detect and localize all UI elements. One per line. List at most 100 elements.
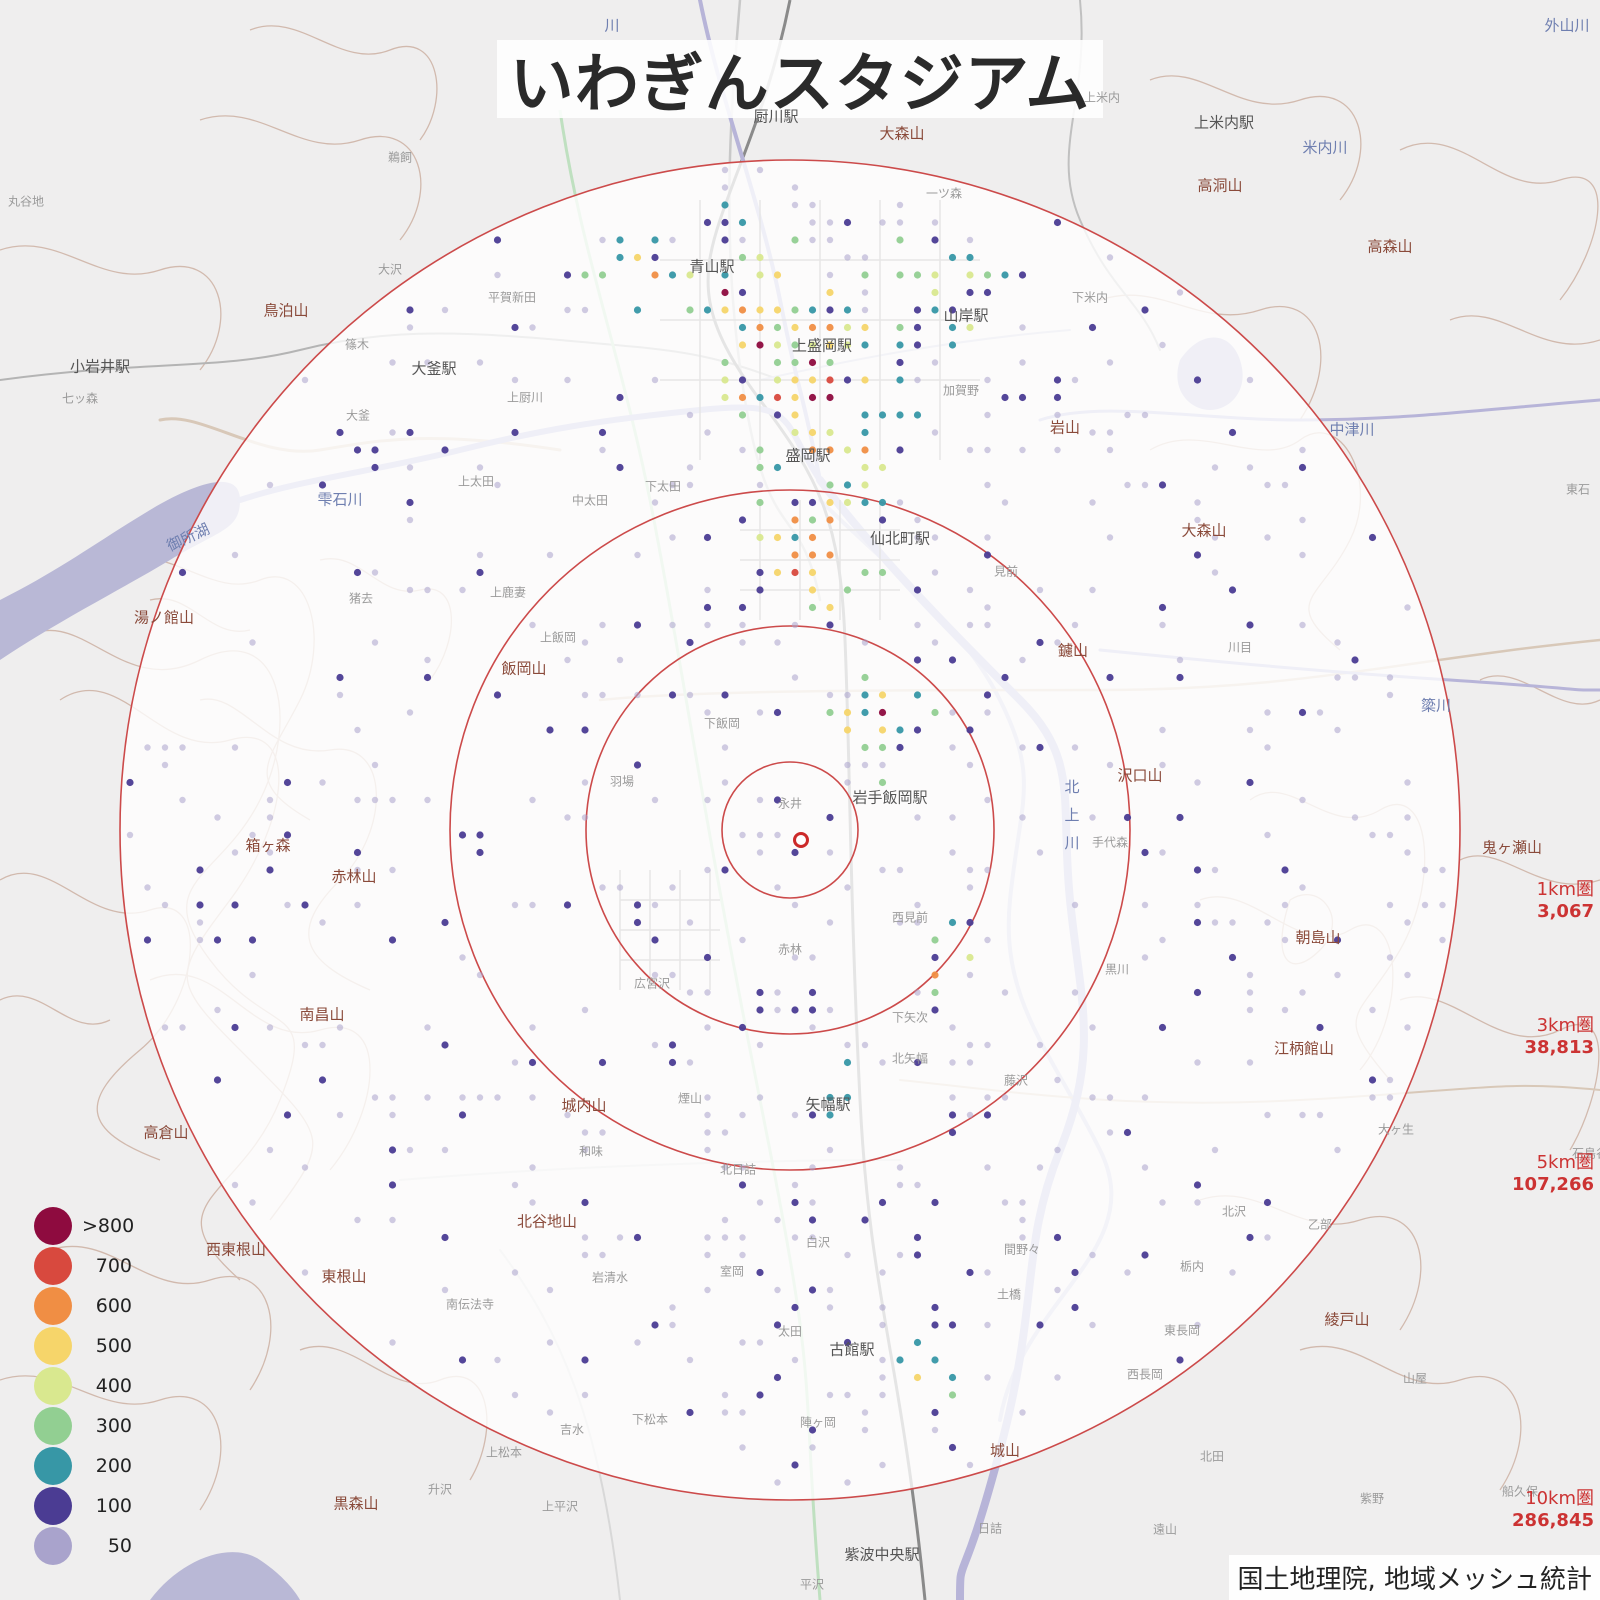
mesh-dot — [721, 236, 729, 244]
mesh-dot — [1141, 1094, 1149, 1101]
mesh-dot — [791, 498, 799, 507]
district-label: 北日詰 — [719, 1162, 757, 1177]
mesh-dot — [563, 901, 572, 909]
mesh-dot — [949, 814, 956, 821]
mesh-dot — [1404, 849, 1411, 856]
legend-item: 400 — [34, 1366, 132, 1406]
mesh-dot — [791, 1006, 799, 1014]
mesh-dot — [651, 499, 659, 506]
legend-swatch — [34, 1527, 72, 1565]
mesh-dot — [616, 393, 624, 402]
mesh-dot — [686, 919, 694, 926]
mesh-dot — [1334, 1146, 1341, 1154]
mesh-dot — [493, 691, 502, 699]
district-label: 山屋 — [1402, 1371, 1428, 1386]
mesh-dot — [984, 796, 991, 804]
mesh-dot — [721, 691, 729, 699]
mesh-dot — [546, 1409, 554, 1416]
mesh-dot — [949, 849, 956, 856]
mesh-dot — [231, 1023, 239, 1032]
mesh-dot — [966, 288, 974, 297]
district-label: 羽場 — [609, 774, 635, 789]
mesh-dot — [896, 323, 904, 332]
mesh-dot — [1421, 901, 1429, 909]
mesh-dot — [809, 201, 816, 209]
mesh-dot — [529, 621, 536, 629]
district-label: 北矢幅 — [891, 1051, 929, 1066]
mesh-dot — [1299, 516, 1306, 524]
mesh-dot — [826, 813, 834, 822]
mesh-dot — [966, 1111, 974, 1119]
mesh-dot — [791, 568, 799, 577]
legend-item: >800 — [34, 1206, 134, 1246]
mesh-dot — [1228, 428, 1237, 437]
river-label: 川 — [604, 16, 620, 35]
mesh-dot — [546, 551, 554, 559]
mesh-dot — [144, 744, 151, 751]
mesh-dot — [1001, 1199, 1009, 1206]
district-label: 石鳥谷 — [1571, 1146, 1600, 1161]
mesh-dot — [983, 1111, 992, 1119]
mesh-dot — [914, 901, 921, 909]
mesh-dot — [1106, 254, 1114, 261]
mesh-dot — [809, 236, 816, 244]
mesh-dot — [949, 1024, 956, 1031]
mesh-dot — [599, 884, 606, 891]
mesh-dot — [914, 919, 921, 926]
mesh-dot — [1106, 429, 1114, 436]
mesh-dot — [931, 971, 939, 979]
mesh-dot — [896, 499, 904, 506]
mesh-dot — [494, 1356, 501, 1364]
legend-item: 500 — [34, 1326, 132, 1366]
mesh-dot — [1089, 429, 1096, 436]
mesh-dot — [1264, 709, 1271, 716]
mesh-dot — [581, 1129, 589, 1136]
mesh-dot — [424, 796, 431, 804]
mesh-dot — [633, 253, 642, 262]
mesh-dot — [826, 358, 834, 367]
mesh-dot — [808, 323, 817, 332]
mesh-dot — [948, 253, 957, 262]
mesh-dot — [931, 236, 939, 244]
mesh-dot — [861, 289, 869, 296]
mesh-dot — [581, 1391, 589, 1399]
mesh-dot — [913, 1373, 922, 1382]
mesh-dot — [1246, 989, 1254, 996]
mesh-dot — [581, 1146, 589, 1154]
mesh-dot — [931, 359, 939, 366]
mesh-dot — [756, 341, 764, 349]
mesh-dot — [476, 551, 484, 559]
stadium-marker[interactable] — [793, 832, 809, 848]
mesh-dot — [529, 796, 536, 804]
mesh-dot — [703, 533, 712, 542]
mesh-dot — [756, 586, 764, 594]
mesh-dot — [721, 306, 729, 314]
mesh-dot — [1264, 919, 1271, 926]
mesh-dot — [459, 1094, 466, 1101]
mesh-dot — [1439, 901, 1446, 909]
mesh-dot — [896, 236, 904, 244]
mesh-dot — [791, 954, 799, 961]
mesh-dot — [686, 989, 694, 996]
mesh-dot — [511, 1391, 519, 1399]
mesh-dot — [511, 1269, 519, 1276]
district-label: 赤林 — [777, 942, 803, 957]
mesh-dot — [984, 1321, 991, 1329]
mesh-dot — [791, 1356, 799, 1364]
station-label: 矢幅駅 — [805, 1095, 851, 1114]
mesh-dot — [564, 814, 571, 821]
mesh-dot — [844, 884, 851, 891]
district-label: 大釜 — [345, 408, 371, 423]
mesh-dot — [1106, 1129, 1114, 1136]
river-label: 米内川 — [1302, 138, 1348, 157]
mesh-dot — [966, 971, 974, 979]
mesh-dot — [1036, 638, 1044, 647]
mesh-dot — [1054, 411, 1061, 419]
page-title: いわぎんスタジアム — [509, 48, 1091, 122]
mesh-dot — [826, 1111, 834, 1119]
mesh-dot — [441, 446, 449, 454]
mesh-dot — [791, 236, 799, 244]
mesh-dot — [791, 341, 799, 349]
mesh-dot — [1386, 691, 1394, 699]
